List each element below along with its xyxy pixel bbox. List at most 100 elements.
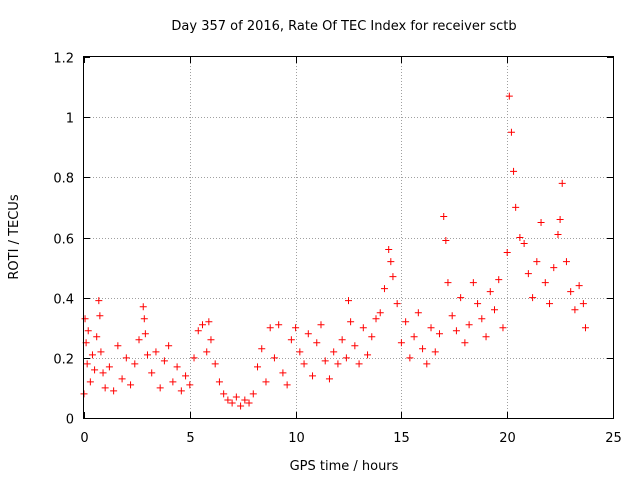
data-point <box>334 360 342 368</box>
data-point <box>495 276 503 284</box>
data-point <box>156 384 164 392</box>
data-point <box>389 273 397 281</box>
data-point <box>533 258 541 266</box>
x-tick-label: 5 <box>186 431 194 446</box>
data-point <box>482 333 490 341</box>
y-tick-label: 0.2 <box>53 353 74 368</box>
x-tick-label: 10 <box>288 431 305 446</box>
data-point <box>97 348 105 356</box>
data-point <box>387 258 395 266</box>
data-point <box>393 300 401 308</box>
data-point <box>198 321 206 329</box>
data-point <box>562 258 570 266</box>
data-point <box>380 285 388 293</box>
data-point <box>321 357 329 365</box>
data-point <box>258 345 266 353</box>
data-point <box>177 387 185 395</box>
y-tick-label: 0.8 <box>53 172 74 187</box>
data-point <box>448 312 456 320</box>
data-point <box>345 297 352 305</box>
data-point <box>486 288 494 296</box>
data-point <box>105 363 113 371</box>
data-point <box>325 375 333 383</box>
data-point <box>140 315 148 323</box>
data-point <box>414 309 422 317</box>
data-point <box>465 321 473 329</box>
data-point <box>351 342 359 350</box>
data-point <box>224 396 232 404</box>
data-point <box>194 327 202 335</box>
data-point <box>529 294 537 302</box>
data-point <box>300 360 308 368</box>
data-point <box>435 330 443 338</box>
data-point <box>520 240 528 248</box>
x-axis-label: GPS time / hours <box>290 459 399 474</box>
data-point <box>131 360 139 368</box>
data-point <box>452 327 460 335</box>
data-point <box>313 339 321 347</box>
data-points <box>80 92 589 410</box>
data-point <box>444 279 452 287</box>
data-point <box>83 360 91 368</box>
data-point <box>423 360 431 368</box>
x-tick-label: 15 <box>393 431 410 446</box>
data-point <box>368 333 376 341</box>
data-point <box>461 339 469 347</box>
data-point <box>516 234 524 241</box>
y-tick-label: 0.4 <box>53 293 74 308</box>
data-point <box>410 333 418 341</box>
data-point <box>215 378 223 386</box>
data-point <box>431 348 439 356</box>
chart-title: Day 357 of 2016, Rate Of TEC Index for r… <box>171 19 516 34</box>
data-point <box>84 327 92 335</box>
data-point <box>474 300 482 308</box>
data-point <box>330 348 338 356</box>
data-point <box>581 324 589 332</box>
data-point <box>419 345 427 353</box>
data-point <box>499 324 507 332</box>
data-point <box>342 354 350 362</box>
data-point <box>228 399 236 407</box>
data-point <box>283 381 291 389</box>
data-point <box>110 387 118 395</box>
data-point <box>135 336 143 344</box>
data-point <box>347 318 355 326</box>
data-point <box>96 312 104 320</box>
data-point <box>173 363 181 371</box>
data-point <box>186 381 194 389</box>
data-point <box>93 333 101 341</box>
data-point <box>207 336 215 344</box>
grid <box>84 57 613 418</box>
data-point <box>232 393 240 401</box>
data-point <box>550 264 558 272</box>
data-point <box>376 309 384 317</box>
x-tick-label: 0 <box>80 431 88 446</box>
data-point <box>304 330 312 338</box>
data-point <box>554 230 562 238</box>
data-point <box>165 342 173 350</box>
data-point <box>91 366 99 374</box>
data-point <box>575 282 583 290</box>
data-point <box>101 384 109 392</box>
data-point <box>152 348 160 356</box>
data-point <box>95 297 103 305</box>
data-point <box>275 321 283 329</box>
data-point <box>427 324 435 332</box>
data-point <box>338 336 346 344</box>
data-point <box>558 179 566 187</box>
data-point <box>220 390 228 398</box>
data-point <box>579 300 587 308</box>
data-point <box>402 318 410 326</box>
data-point <box>385 246 393 254</box>
data-point <box>546 300 554 308</box>
data-point <box>359 324 367 332</box>
data-point <box>114 342 122 350</box>
y-axis-label: ROTI / TECUs <box>7 194 22 279</box>
data-point <box>245 399 253 407</box>
data-point <box>397 339 405 347</box>
data-point <box>99 369 107 377</box>
data-point <box>567 288 575 296</box>
data-point <box>355 360 363 368</box>
data-point <box>270 354 278 362</box>
data-point <box>249 390 257 398</box>
